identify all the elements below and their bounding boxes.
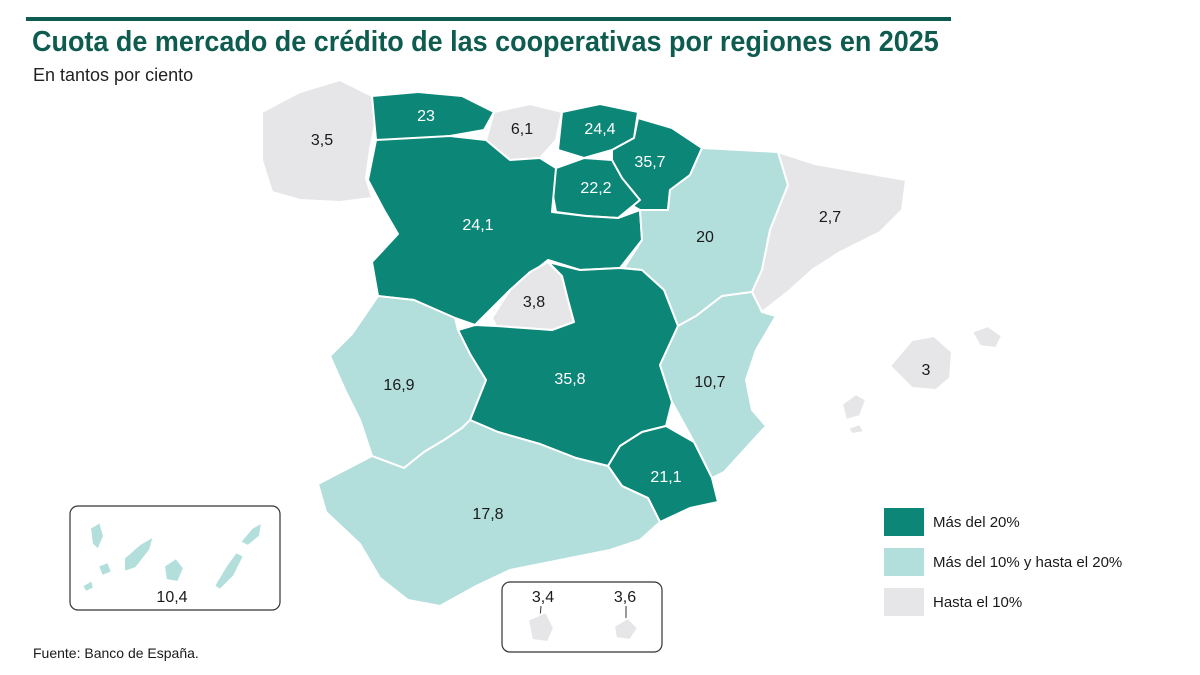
region-canarias-tenerife [123,535,155,573]
legend-swatch-high [884,508,924,536]
value-ceuta: 3,4 [532,589,554,606]
region-cataluna [751,151,907,313]
value-canarias: 10,4 [156,589,187,606]
legend-label-low: Hasta el 10% [933,593,1023,611]
legend-item-mid: Más del 10% y hasta el 20% [884,548,1122,576]
region-canarias-gran-canaria [163,557,185,583]
region-baleares-mallorca [889,335,953,391]
region-baleares-formentera [847,423,865,435]
map-title: Cuota de mercado de crédito de las coope… [32,26,939,58]
value-galicia: 3,5 [311,132,333,149]
region-canarias-fuerteventura [213,551,245,591]
canarias-inset-box [69,505,281,611]
legend-swatch-mid [884,548,924,576]
legend-item-high: Más del 20% [884,508,1122,536]
region-canarias-lanzarote [239,521,263,547]
value-madrid: 3,8 [523,294,545,311]
region-canarias-gomera [97,561,113,577]
source-note: Fuente: Banco de España. [33,645,199,661]
value-andalucia: 17,8 [472,506,503,523]
region-galicia [261,79,377,203]
map-subtitle: En tantos por ciento [33,65,194,85]
legend: Más del 20% Más del 10% y hasta el 20% H… [884,508,1122,628]
value-cantabria: 6,1 [511,121,533,138]
value-pais-vasco: 24,4 [584,121,615,138]
region-melilla [613,617,639,641]
legend-item-low: Hasta el 10% [884,588,1122,616]
legend-label-mid: Más del 10% y hasta el 20% [933,553,1123,571]
legend-label-high: Más del 20% [933,513,1020,531]
top-rule [26,17,951,21]
value-aragon: 20 [696,229,714,246]
value-la-rioja: 22,2 [580,180,611,197]
region-andalucia [317,419,661,607]
value-cataluna: 2,7 [819,209,841,226]
region-baleares-menorca [971,325,1003,349]
ceuta-melilla-inset-box [501,581,663,653]
value-castilla-y-leon: 24,1 [462,217,493,234]
legend-swatch-low [884,588,924,616]
value-comunidad-valenciana: 10,7 [694,374,725,391]
value-asturias: 23 [417,108,435,125]
value-baleares: 3 [922,362,931,379]
value-murcia: 21,1 [650,469,681,486]
region-ceuta [527,611,555,643]
value-castilla-la-mancha: 35,8 [554,371,585,388]
region-comunidad-valenciana [659,291,777,479]
region-canarias-hierro [81,579,95,593]
value-extremadura: 16,9 [383,377,414,394]
value-melilla: 3,6 [614,589,636,606]
region-canarias-la-palma [89,521,105,551]
value-navarra: 35,7 [634,154,665,171]
region-baleares-ibiza [841,393,867,421]
